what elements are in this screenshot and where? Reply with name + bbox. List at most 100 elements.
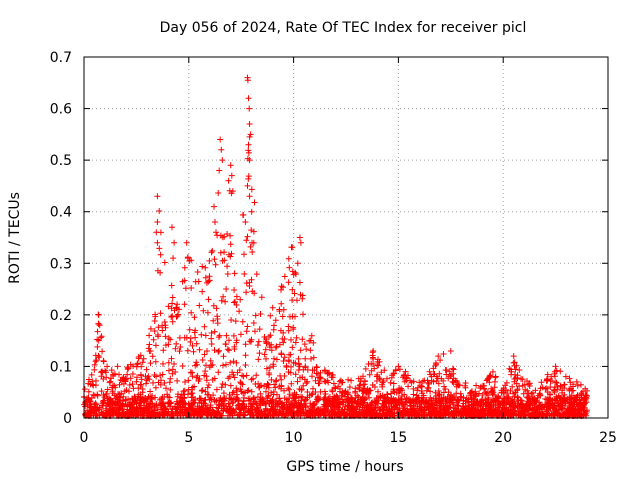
- data-point: [281, 387, 288, 394]
- data-point: [538, 404, 545, 411]
- data-point: [184, 255, 191, 262]
- data-point: [273, 343, 280, 350]
- data-point: [180, 388, 187, 395]
- data-point: [191, 314, 198, 321]
- data-point: [390, 386, 397, 393]
- data-point: [296, 402, 303, 408]
- data-point: [184, 347, 191, 354]
- data-point: [91, 392, 98, 399]
- data-point: [124, 366, 131, 373]
- data-point: [203, 279, 210, 286]
- data-point: [116, 394, 123, 401]
- data-point: [229, 389, 236, 396]
- data-point: [447, 348, 454, 354]
- data-point: [198, 331, 205, 338]
- data-point: [137, 352, 144, 359]
- data-point: [187, 335, 194, 342]
- data-point: [554, 386, 561, 393]
- data-point: [250, 320, 257, 326]
- data-point: [470, 405, 477, 412]
- data-point: [432, 389, 439, 396]
- data-point: [158, 395, 165, 402]
- data-point: [531, 395, 538, 402]
- data-point: [112, 407, 118, 414]
- data-point: [552, 406, 559, 413]
- data-point: [511, 362, 518, 369]
- data-point: [138, 372, 144, 379]
- x-tick-label: 0: [80, 430, 89, 446]
- data-point: [392, 366, 399, 373]
- data-point: [155, 379, 162, 386]
- data-point: [358, 396, 364, 403]
- data-point: [370, 355, 377, 362]
- data-point: [232, 298, 238, 305]
- data-point: [297, 239, 304, 246]
- data-point: [227, 382, 234, 389]
- data-point: [538, 410, 545, 417]
- data-point: [211, 256, 218, 263]
- data-point: [293, 334, 300, 341]
- data-point: [276, 308, 283, 315]
- data-point: [188, 394, 195, 401]
- data-point: [230, 389, 237, 396]
- data-point: [179, 278, 186, 285]
- data-point: [363, 406, 370, 413]
- data-point: [269, 304, 276, 311]
- data-point: [427, 388, 434, 395]
- data-point: [289, 268, 296, 275]
- data-point: [285, 279, 292, 286]
- data-point: [151, 328, 158, 334]
- data-point: [227, 162, 234, 169]
- data-point: [166, 367, 172, 374]
- data-point: [303, 380, 310, 387]
- data-point: [252, 328, 258, 335]
- data-point: [484, 376, 491, 383]
- data-point: [361, 381, 368, 388]
- data-point: [566, 386, 573, 393]
- data-point: [153, 373, 160, 380]
- data-point: [367, 406, 374, 413]
- data-point: [170, 255, 177, 262]
- data-point: [218, 384, 225, 391]
- data-point: [346, 400, 353, 407]
- data-point: [147, 394, 154, 401]
- data-point: [395, 399, 402, 406]
- data-point: [577, 381, 584, 388]
- data-point: [485, 392, 491, 399]
- data-point: [281, 354, 288, 361]
- data-point: [160, 410, 167, 416]
- data-point: [222, 341, 229, 347]
- data-point: [237, 331, 244, 338]
- data-point: [168, 282, 175, 289]
- data-point: [134, 361, 141, 368]
- data-point: [164, 391, 171, 398]
- data-point: [492, 374, 499, 381]
- data-point: [166, 379, 173, 386]
- data-point: [163, 385, 169, 392]
- data-point: [266, 371, 273, 378]
- data-point: [140, 411, 147, 418]
- data-point: [147, 325, 154, 332]
- data-point: [189, 369, 196, 376]
- data-point: [114, 398, 121, 405]
- data-point: [128, 406, 135, 413]
- data-point: [317, 369, 324, 376]
- data-point: [286, 386, 293, 393]
- data-point: [288, 336, 294, 343]
- data-point: [306, 407, 313, 414]
- data-point: [165, 335, 172, 342]
- data-point: [189, 406, 196, 413]
- data-point: [457, 390, 464, 397]
- data-point: [138, 408, 145, 415]
- data-point: [237, 386, 244, 393]
- data-point: [255, 338, 262, 345]
- data-point: [181, 264, 188, 271]
- data-point: [193, 340, 200, 347]
- data-point: [442, 367, 449, 373]
- data-point: [208, 335, 215, 342]
- data-point: [390, 405, 397, 411]
- data-point: [434, 375, 441, 382]
- data-point: [339, 389, 346, 396]
- data-point: [96, 354, 103, 361]
- data-point: [498, 387, 505, 394]
